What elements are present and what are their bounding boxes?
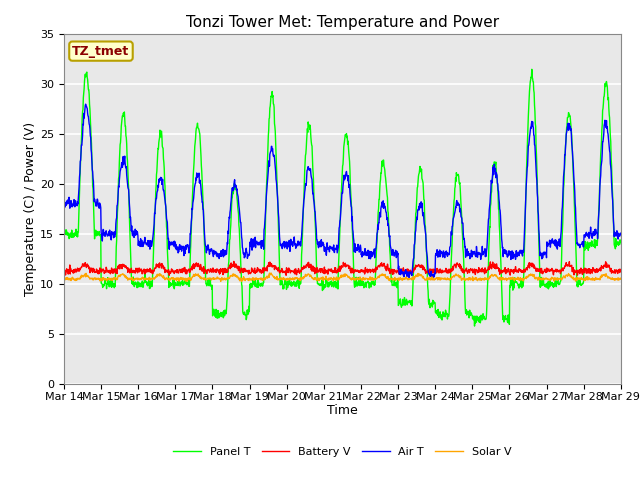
Title: Tonzi Tower Met: Temperature and Power: Tonzi Tower Met: Temperature and Power (186, 15, 499, 30)
Solar V (246, 277, 254, 283)
Air T (428, 276, 435, 281)
Line: Battery V: Battery V (64, 262, 621, 275)
Solar V (502, 276, 510, 282)
Solar V (238, 278, 246, 284)
Panel T (184, 281, 191, 287)
Line: Air T: Air T (64, 104, 621, 278)
Air T (60, 199, 68, 205)
Battery V (282, 272, 290, 278)
Panel T (60, 230, 68, 236)
Battery V (170, 271, 178, 276)
Air T (429, 275, 437, 280)
Air T (617, 231, 625, 237)
Battery V (246, 271, 254, 276)
Solar V (267, 270, 275, 276)
Battery V (617, 268, 625, 274)
Air T (171, 242, 179, 248)
Panel T (170, 286, 178, 292)
Line: Panel T: Panel T (64, 69, 621, 326)
Panel T (246, 283, 254, 289)
Air T (552, 243, 559, 249)
Battery V (552, 268, 559, 274)
Panel T (528, 66, 536, 72)
X-axis label: Time: Time (327, 405, 358, 418)
Air T (502, 248, 510, 253)
Battery V (60, 271, 68, 277)
Y-axis label: Temperature (C) / Power (V): Temperature (C) / Power (V) (24, 122, 37, 296)
Solar V (617, 276, 625, 281)
Line: Solar V: Solar V (64, 273, 621, 281)
Solar V (184, 276, 191, 281)
Panel T (617, 239, 625, 245)
Panel T (502, 316, 509, 322)
Text: TZ_tmet: TZ_tmet (72, 45, 130, 58)
Solar V (429, 276, 437, 281)
Panel T (552, 278, 559, 284)
Air T (184, 244, 192, 250)
Battery V (429, 269, 437, 275)
Battery V (230, 259, 237, 264)
Battery V (502, 267, 510, 273)
Panel T (429, 298, 436, 303)
Legend: Panel T, Battery V, Air T, Solar V: Panel T, Battery V, Air T, Solar V (169, 442, 516, 461)
Air T (246, 244, 254, 250)
Battery V (184, 268, 191, 274)
Panel T (470, 323, 478, 329)
Air T (82, 101, 90, 107)
Solar V (552, 276, 559, 282)
Solar V (170, 276, 178, 282)
Solar V (60, 276, 68, 282)
